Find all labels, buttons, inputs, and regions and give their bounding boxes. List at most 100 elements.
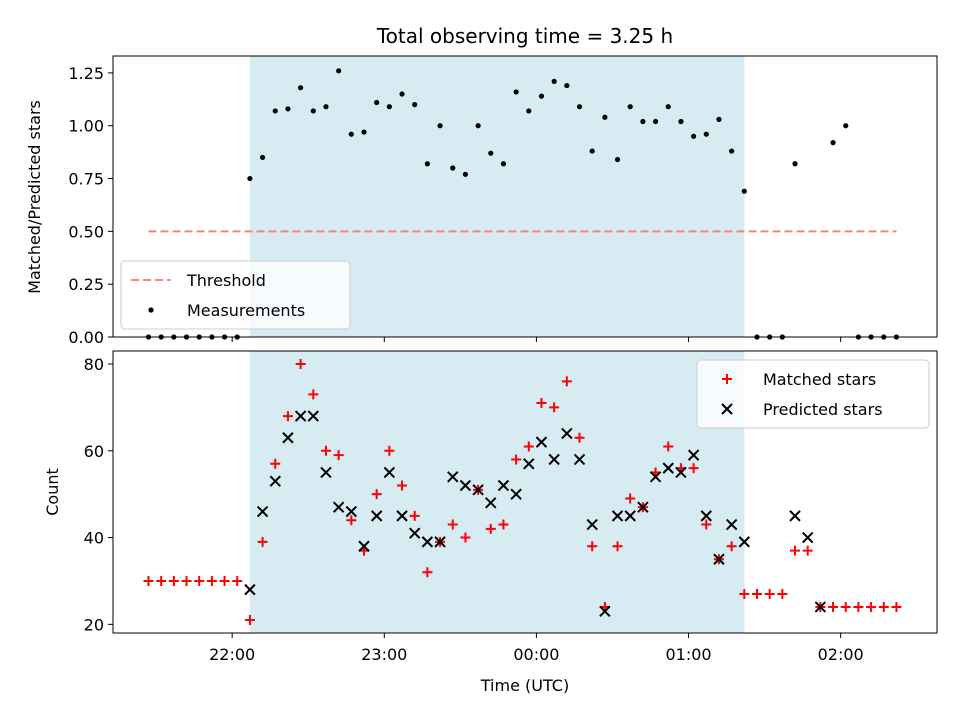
data-point — [460, 532, 471, 543]
data-point — [764, 588, 775, 599]
top-y-axis-label: Matched/Predicted stars — [25, 100, 44, 294]
panel-frame — [112, 55, 938, 338]
y-tick-label: 0.25 — [68, 275, 104, 294]
data-point — [475, 123, 481, 129]
data-point — [450, 165, 456, 171]
data-point — [523, 441, 534, 452]
data-point — [691, 133, 697, 139]
data-point — [282, 411, 293, 422]
legend: Matched stars Predicted stars — [696, 359, 930, 429]
legend-label: Predicted stars — [763, 400, 883, 419]
legend: Threshold Measurements — [120, 260, 351, 330]
y-tick-label: 0.75 — [68, 170, 104, 189]
series-2 — [145, 68, 900, 340]
data-point — [729, 148, 735, 154]
data-point — [513, 89, 519, 95]
data-point — [624, 510, 636, 522]
data-point — [662, 462, 674, 474]
data-point — [703, 131, 709, 137]
data-point — [437, 123, 443, 129]
data-point — [194, 575, 205, 586]
panel-frame — [112, 350, 938, 634]
series-1 — [143, 359, 902, 625]
data-point — [625, 493, 636, 504]
data-point — [576, 104, 583, 110]
data-point — [308, 389, 319, 400]
data-point — [358, 540, 370, 552]
chart-title: Total observing time = 3.25 h — [376, 24, 673, 48]
data-point — [434, 536, 446, 548]
data-point — [678, 118, 684, 125]
data-point — [739, 588, 750, 599]
data-point — [371, 489, 382, 500]
data-point — [741, 188, 747, 194]
data-point — [663, 441, 674, 452]
x-axis-label: Time (UTC) — [480, 676, 569, 695]
data-point — [649, 471, 662, 483]
data-point — [244, 583, 256, 596]
data-point — [688, 463, 699, 474]
data-point — [384, 445, 395, 456]
legend-swatch — [721, 403, 733, 415]
data-point — [792, 161, 798, 167]
data-point — [409, 527, 421, 539]
data-point — [599, 605, 611, 618]
data-point — [602, 114, 608, 120]
data-point — [789, 510, 801, 522]
data-point — [814, 601, 827, 613]
data-point — [497, 479, 510, 492]
data-point — [640, 118, 646, 125]
data-point — [244, 614, 255, 625]
data-point — [891, 601, 902, 612]
data-point — [320, 445, 331, 456]
data-point — [716, 116, 722, 122]
data-point — [285, 106, 291, 112]
data-point — [488, 150, 494, 156]
data-point — [320, 466, 332, 479]
y-tick-label: 1.25 — [68, 64, 104, 83]
data-point — [830, 140, 836, 146]
bottom-y-axis-label: Count — [43, 468, 62, 516]
data-point — [801, 531, 814, 544]
data-point — [310, 108, 316, 114]
data-point — [511, 454, 522, 465]
data-point — [853, 601, 864, 612]
y-tick-label: 60 — [84, 442, 104, 461]
data-point — [272, 108, 278, 114]
data-point — [307, 410, 320, 422]
data-point — [840, 601, 851, 612]
data-point — [361, 129, 367, 135]
data-point — [549, 402, 560, 413]
y-tick-label: 0.50 — [68, 222, 104, 241]
data-point — [143, 575, 154, 586]
data-point — [726, 541, 737, 552]
data-point — [232, 575, 243, 586]
data-point — [386, 104, 392, 110]
data-point — [294, 410, 307, 422]
data-point — [397, 480, 408, 491]
data-point — [485, 523, 496, 534]
y-tick-label: 80 — [84, 355, 104, 374]
data-point — [573, 453, 586, 466]
data-point — [282, 432, 294, 444]
data-point — [538, 93, 545, 99]
data-point — [259, 154, 266, 161]
data-point — [551, 78, 557, 84]
data-point — [156, 575, 167, 586]
data-point — [866, 601, 877, 612]
data-point — [843, 123, 849, 129]
plot-layer: 0.00 0.25 0.50 0.75 1.00 1.25 Threshold Measure… — [68, 55, 938, 664]
data-point — [523, 458, 535, 470]
y-tick-label: 1.00 — [68, 117, 104, 136]
panel-1: 0.00 0.25 0.50 0.75 1.00 1.25 Threshold Measure… — [68, 55, 938, 347]
data-point — [687, 449, 700, 461]
observing-window-span — [249, 351, 745, 633]
data-point — [713, 553, 725, 565]
data-point — [574, 432, 585, 443]
x-tick-label: 02:00 — [818, 645, 864, 664]
data-point — [323, 104, 329, 110]
data-point — [652, 118, 659, 125]
data-point — [422, 567, 433, 578]
series-2 — [244, 410, 827, 618]
data-point — [700, 510, 712, 522]
